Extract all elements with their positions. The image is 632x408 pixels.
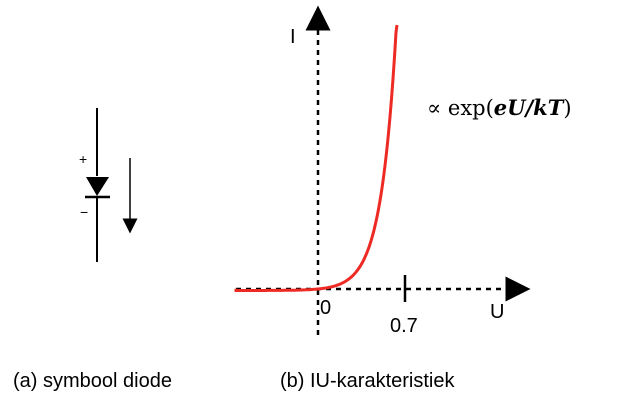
exponential-formula: ∝ exp(eU/kT)	[427, 95, 572, 120]
diode-triangle	[86, 177, 109, 196]
formula-exponent: eU/kT	[494, 95, 565, 120]
origin-label: 0	[320, 297, 331, 319]
caption-a: (a) symbool diode	[13, 370, 172, 392]
diode-symbol: + −	[79, 108, 138, 262]
caption-b: (b) IU-karakteristiek	[280, 370, 455, 392]
y-axis-label: I	[290, 26, 296, 48]
iu-graph: I U 0 0.7 ∝ exp(eU/kT)	[234, 5, 572, 337]
x-axis-label: U	[490, 301, 504, 323]
iv-curve	[234, 24, 399, 292]
formula-suffix: )	[563, 96, 571, 120]
minus-sign: −	[80, 204, 88, 220]
tick-label-0-7: 0.7	[390, 315, 418, 337]
formula-prefix: ∝ exp(	[427, 96, 494, 120]
plus-sign: +	[79, 151, 87, 167]
